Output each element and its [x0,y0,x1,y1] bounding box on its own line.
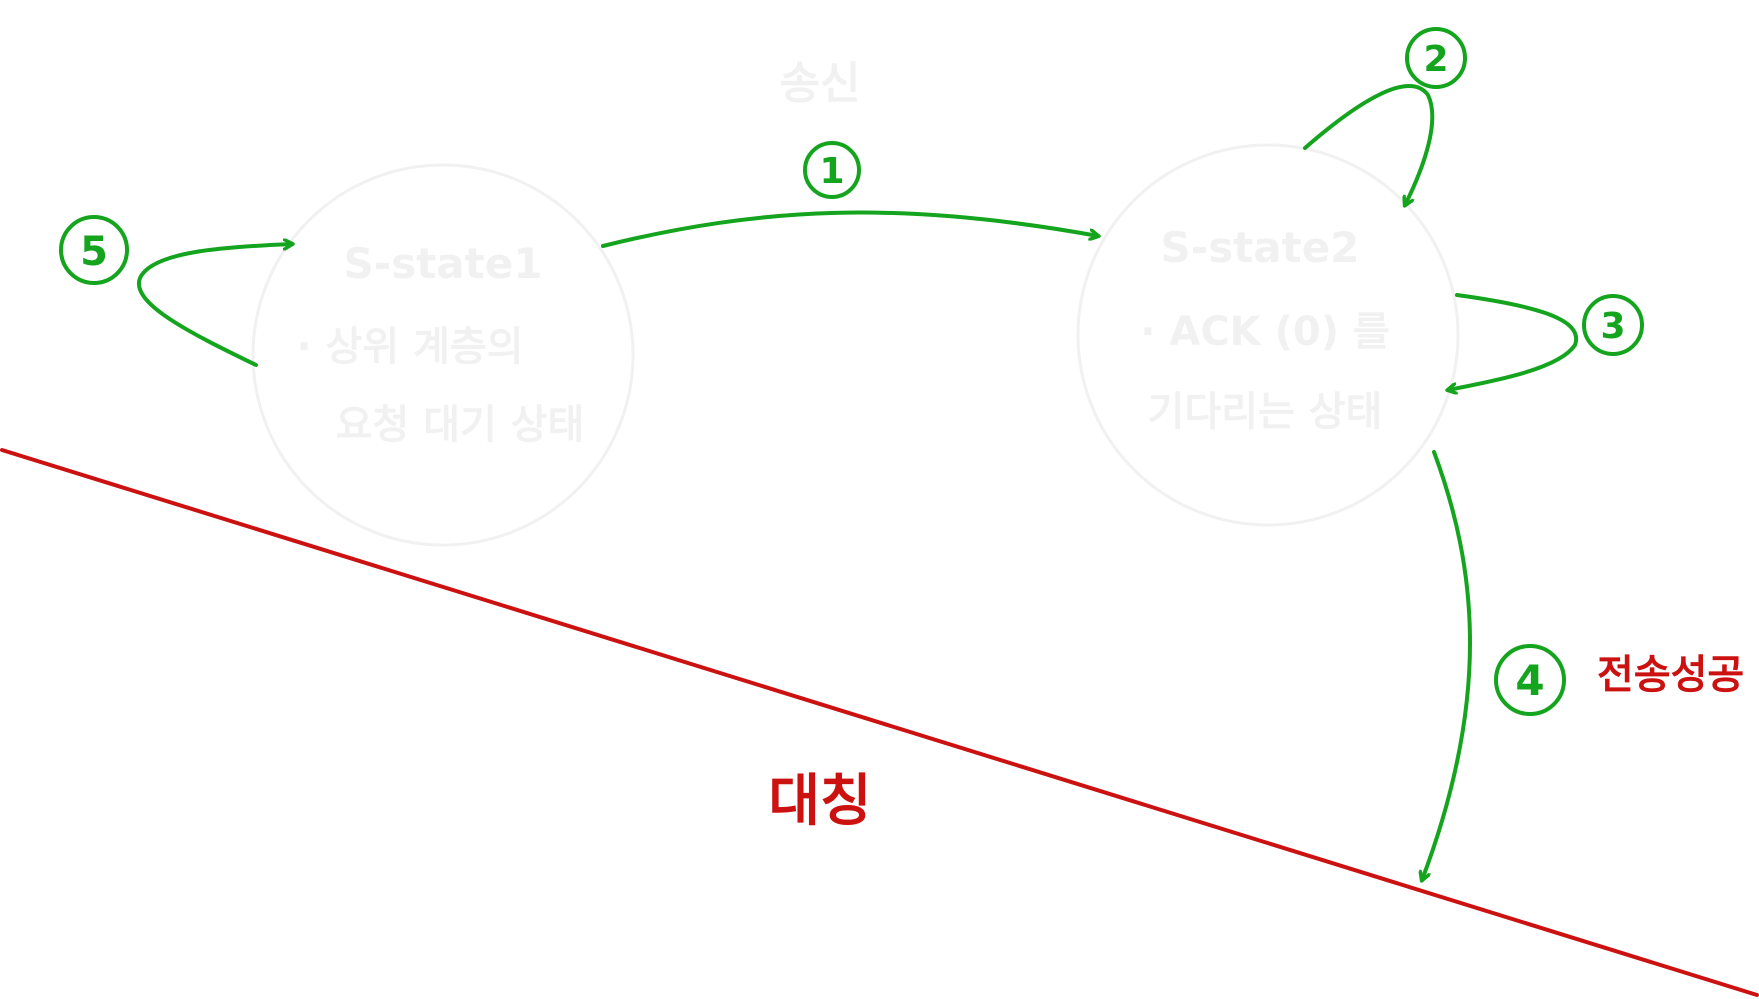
transition-3-label: 3 [1600,306,1625,347]
state1-desc-line1: · 상위 계층의 [296,324,523,370]
transition-1: 1 [601,141,1098,248]
transition-2-label: 2 [1423,39,1448,80]
state1-name: S-state1 [344,239,543,288]
transition-1-label: 1 [819,151,844,192]
transition-2-badge-circle [1405,27,1467,89]
transition-5: 5 [59,215,292,367]
state1-node: S-state1 · 상위 계층의 요청 대기 상태 [251,163,635,547]
state1-desc-line2: 요청 대기 상태 [336,402,585,448]
sender-title: 송신 [780,58,861,109]
transition-3: 3 [1448,293,1644,390]
transition-1-arrow [601,210,1098,248]
transition-5-label: 5 [80,229,108,275]
state1-circle [251,163,635,547]
transition-4-label: 4 [1515,656,1544,705]
transition-3-arrow [1448,293,1579,390]
transition-3-badge-circle [1582,294,1644,356]
state2-desc-line1: · ACK (0) 를 [1140,309,1389,355]
divider-label: 대칭 [768,769,871,834]
state2-circle [1076,143,1460,527]
transition-4-arrow [1422,450,1472,880]
success-label: 전송성공 [1597,652,1744,698]
symmetry-divider-line [0,448,1759,997]
transition-5-badge-circle [59,215,129,285]
transition-4-badge-circle [1494,644,1566,716]
transition-1-badge-circle [803,141,861,199]
transition-4: 4 전송성공 [1422,450,1744,880]
state2-name: S-state2 [1161,223,1360,272]
transition-2: 2 [1303,27,1467,205]
transition-2-arrow [1303,84,1435,205]
transition-5-arrow [136,244,292,367]
state2-node: S-state2 · ACK (0) 를 기다리는 상태 [1076,143,1460,527]
state2-desc-line2: 기다리는 상태 [1148,389,1383,435]
